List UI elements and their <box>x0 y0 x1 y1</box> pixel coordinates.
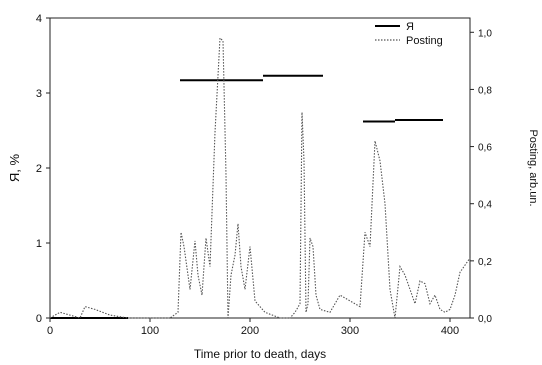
legend-label-ya: Я <box>406 21 414 33</box>
y-right-tick-label: 0,4 <box>478 200 492 211</box>
x-axis: 0 100 200 300 400 <box>47 318 459 337</box>
y-left-tick-label: 0 <box>36 313 42 325</box>
x-tick-label: 200 <box>241 325 259 337</box>
y-left-tick-label: 4 <box>36 13 42 25</box>
y-left-tick-label: 2 <box>36 163 42 175</box>
y-right-tick-label: 0,6 <box>478 143 492 154</box>
y-axis-left-label: Я, % <box>7 153 22 182</box>
y-right-tick-label: 0,2 <box>478 257 492 268</box>
y-axis-right: 0,0 0,2 0,4 0,6 0,8 1,0 <box>470 28 492 325</box>
x-tick-label: 400 <box>441 325 459 337</box>
plot-area <box>49 17 471 319</box>
y-right-tick-label: 1,0 <box>478 28 492 39</box>
legend: Я Posting <box>375 21 443 47</box>
x-tick-label: 0 <box>47 325 53 337</box>
y-right-tick-label: 0,8 <box>478 85 492 96</box>
x-axis-label: Time prior to death, days <box>194 347 326 361</box>
y-left-tick-label: 3 <box>36 88 42 100</box>
x-tick-label: 300 <box>341 325 359 337</box>
series-layer <box>49 36 471 319</box>
y-left-tick-label: 1 <box>36 238 42 250</box>
series-posting-line <box>49 36 471 319</box>
legend-label-posting: Posting <box>406 35 443 47</box>
x-tick-label: 100 <box>141 325 159 337</box>
y-right-tick-label: 0,0 <box>478 314 492 325</box>
y-axis-right-label: Posting, arb.un. <box>527 129 539 206</box>
plot-border <box>49 17 471 319</box>
y-axis-left: 0 1 2 3 4 <box>36 13 50 325</box>
